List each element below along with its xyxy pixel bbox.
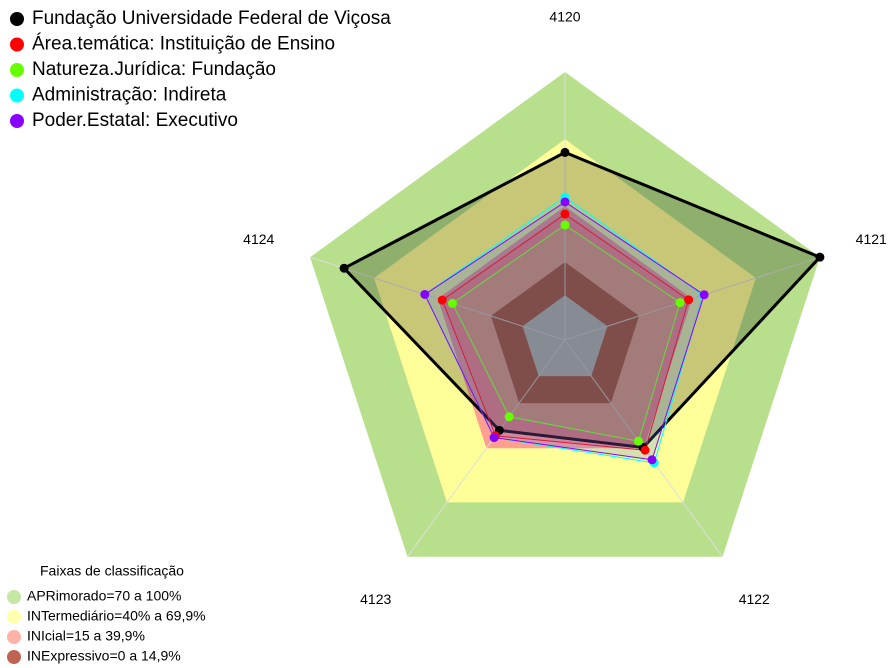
legend-label: Fundação Universidade Federal de Viçosa [32,8,391,29]
legend-label: Administração: Indireta [32,85,227,106]
spoke [407,339,566,558]
legend-marker [10,88,24,103]
bands-title: Faixas de classificação [40,563,184,579]
series-area [424,201,705,461]
axis-label: 4124 [243,231,274,247]
band-legend-label: APRimorado=70 a 100% [27,588,182,604]
series-area [441,213,690,451]
data-point [560,209,570,219]
band-legend-marker [7,630,21,644]
data-point [815,252,825,262]
data-point [560,147,570,157]
data-point [560,220,570,230]
legend-marker [10,12,24,26]
series-area [451,224,681,442]
band-legend-label: INExpressivo=0 a 14,9% [27,648,181,664]
axis-label: 4120 [549,9,580,25]
axis-label: 4123 [360,591,391,607]
legend-label: Área.temática: Instituição de Ensino [32,34,335,55]
spoke [309,256,566,341]
data-point [684,295,694,305]
band-legend-marker [7,650,21,664]
data-point [675,298,685,308]
data-point [339,263,349,273]
band-legend-marker [7,610,21,624]
legend-marker [10,63,24,77]
data-point [699,290,709,300]
data-point [420,289,430,299]
band-legend-label: INIcial=15 a 39,9% [27,628,145,644]
legend-marker [10,37,24,52]
axis-label: 4122 [739,591,770,607]
legend-marker [10,114,24,128]
axis-label: 4121 [856,231,887,247]
band-legend-label: INTermediário=40% a 69,9% [27,608,206,624]
data-point [489,433,499,443]
data-point [640,445,650,455]
data-point [504,412,514,422]
legend-label: Poder.Estatal: Executivo [32,110,238,131]
legend-label: Natureza.Jurídica: Fundação [32,59,276,80]
data-point [447,298,457,308]
data-point [647,455,657,465]
data-point [437,295,447,305]
band-legend-marker [7,590,21,604]
data-point [560,197,570,207]
data-point [634,436,644,446]
